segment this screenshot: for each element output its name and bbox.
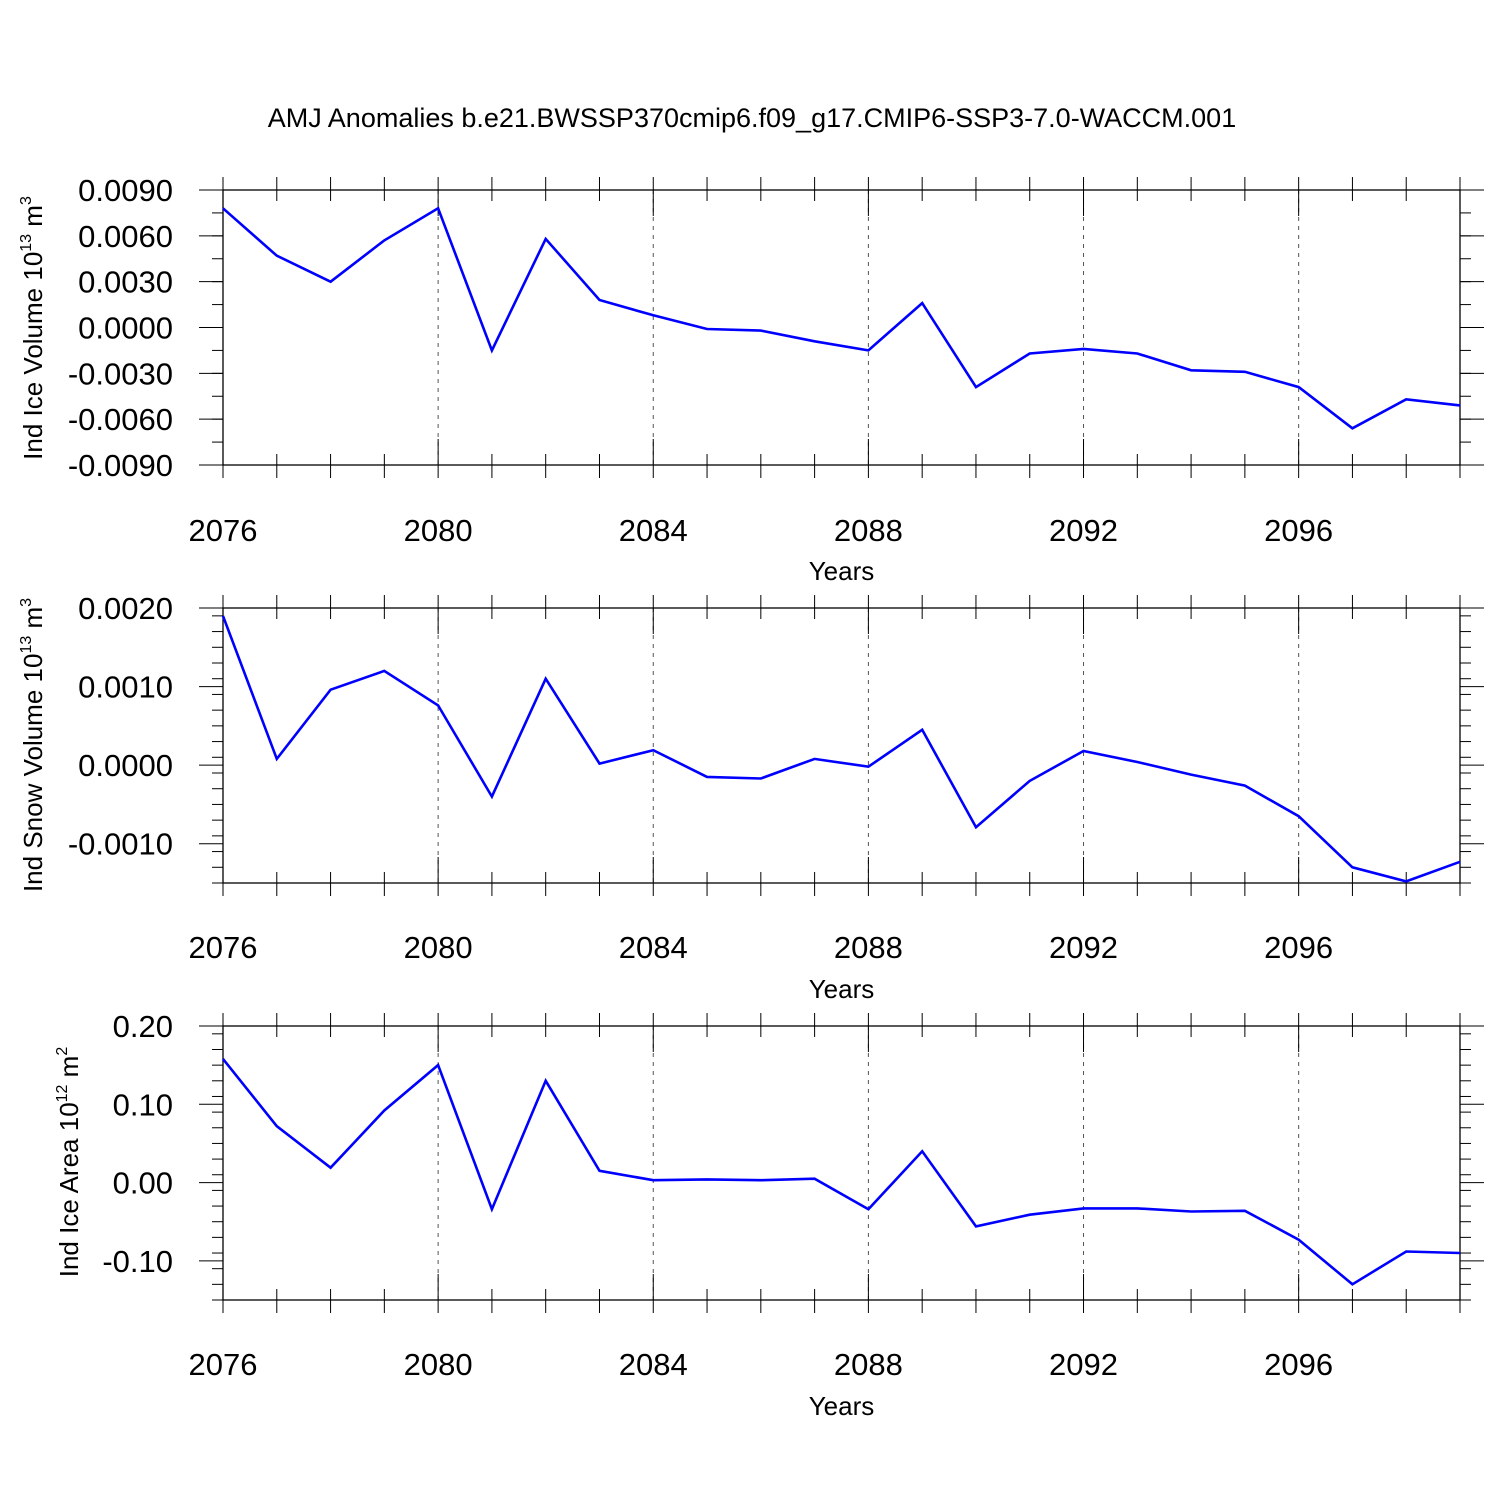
plot-frame — [222, 607, 1461, 884]
x-tick-label: 2096 — [1264, 513, 1333, 548]
y-tick-label: 0.00 — [113, 1166, 173, 1201]
x-axis-label: Years — [809, 1391, 875, 1421]
y-tick-label: -0.0030 — [68, 356, 173, 391]
y-tick-label: -0.0090 — [68, 448, 173, 483]
y-tick-label: 0.10 — [113, 1087, 173, 1122]
x-axis-label: Years — [809, 556, 875, 586]
x-tick-label: 2076 — [189, 1347, 258, 1382]
y-tick-label: 0.0020 — [78, 591, 173, 626]
x-tick-label: 2084 — [619, 930, 688, 965]
y-tick-label: -0.0010 — [68, 827, 173, 862]
x-tick-label: 2092 — [1049, 930, 1118, 965]
x-tick-label: 2096 — [1264, 1347, 1333, 1382]
y-tick-label: 0.0000 — [78, 311, 173, 346]
x-tick-label: 2084 — [619, 513, 688, 548]
x-tick-label: 2088 — [834, 930, 903, 965]
y-axis-label: Ind Snow Volume 1013 m3 — [18, 598, 48, 892]
y-axis-label: Ind Ice Volume 1013 m3 — [18, 196, 48, 460]
x-tick-label: 2076 — [189, 513, 258, 548]
x-tick-label: 2092 — [1049, 513, 1118, 548]
plot-frame — [222, 189, 1461, 466]
x-tick-label: 2084 — [619, 1347, 688, 1382]
x-tick-label: 2088 — [834, 1347, 903, 1382]
chart-title: AMJ Anomalies b.e21.BWSSP370cmip6.f09_g1… — [268, 103, 1236, 133]
series-line — [222, 206, 1461, 430]
y-tick-label: 0.0030 — [78, 265, 173, 300]
y-tick-label: -0.0060 — [68, 402, 173, 437]
x-tick-label: 2080 — [404, 930, 473, 965]
series-line — [221, 615, 1461, 883]
x-tick-label: 2092 — [1049, 1347, 1118, 1382]
x-tick-label: 2076 — [189, 930, 258, 965]
y-tick-label: 0.0010 — [78, 670, 173, 705]
y-tick-label: -0.10 — [102, 1244, 173, 1279]
plot-frame — [222, 1025, 1461, 1301]
y-tick-label: 0.0090 — [78, 173, 173, 208]
y-tick-label: 0.0000 — [78, 748, 173, 783]
x-tick-label: 2080 — [404, 1347, 473, 1382]
series-line — [221, 1058, 1461, 1286]
x-tick-label: 2088 — [834, 513, 903, 548]
y-axis-label: Ind Ice Area 1012 m2 — [54, 1047, 84, 1278]
panel-1: 0.0090 0.0060 0.0030 0.0000 -0.0030 -0.0060 -0… — [18, 173, 1484, 586]
x-tick-label: 2096 — [1264, 930, 1333, 965]
x-tick-label: 2080 — [404, 513, 473, 548]
y-tick-label: 0.0060 — [78, 219, 173, 254]
panel-3: 0.20 0.10 0.00 -0.10 2076 2080 2084 2088 2092 209… — [54, 1009, 1484, 1421]
y-tick-label: 0.20 — [113, 1009, 173, 1044]
x-axis-label: Years — [809, 974, 875, 1004]
panel-2: 0.0020 0.0010 0.0000 -0.0010 2076 2080 2084 208… — [18, 591, 1484, 1004]
